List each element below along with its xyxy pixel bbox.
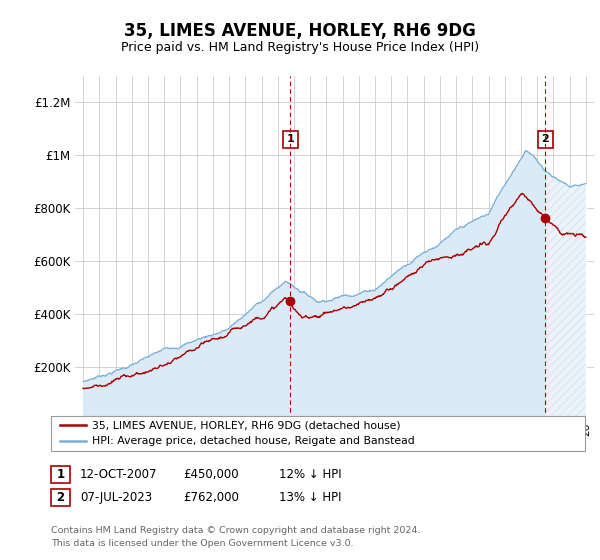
- Text: 2: 2: [56, 491, 65, 504]
- Text: £450,000: £450,000: [183, 468, 239, 482]
- Text: 35, LIMES AVENUE, HORLEY, RH6 9DG: 35, LIMES AVENUE, HORLEY, RH6 9DG: [124, 22, 476, 40]
- Text: 12% ↓ HPI: 12% ↓ HPI: [279, 468, 341, 482]
- Text: 35, LIMES AVENUE, HORLEY, RH6 9DG (detached house): 35, LIMES AVENUE, HORLEY, RH6 9DG (detac…: [92, 420, 400, 430]
- Text: 1: 1: [56, 468, 65, 482]
- Text: HPI: Average price, detached house, Reigate and Banstead: HPI: Average price, detached house, Reig…: [92, 436, 415, 446]
- Text: 07-JUL-2023: 07-JUL-2023: [80, 491, 152, 504]
- Text: 12-OCT-2007: 12-OCT-2007: [80, 468, 157, 482]
- Text: Contains HM Land Registry data © Crown copyright and database right 2024.
This d: Contains HM Land Registry data © Crown c…: [51, 526, 421, 548]
- Text: Price paid vs. HM Land Registry's House Price Index (HPI): Price paid vs. HM Land Registry's House …: [121, 41, 479, 54]
- Text: 2: 2: [541, 134, 549, 144]
- Text: 13% ↓ HPI: 13% ↓ HPI: [279, 491, 341, 504]
- Text: £762,000: £762,000: [183, 491, 239, 504]
- Text: 1: 1: [287, 134, 294, 144]
